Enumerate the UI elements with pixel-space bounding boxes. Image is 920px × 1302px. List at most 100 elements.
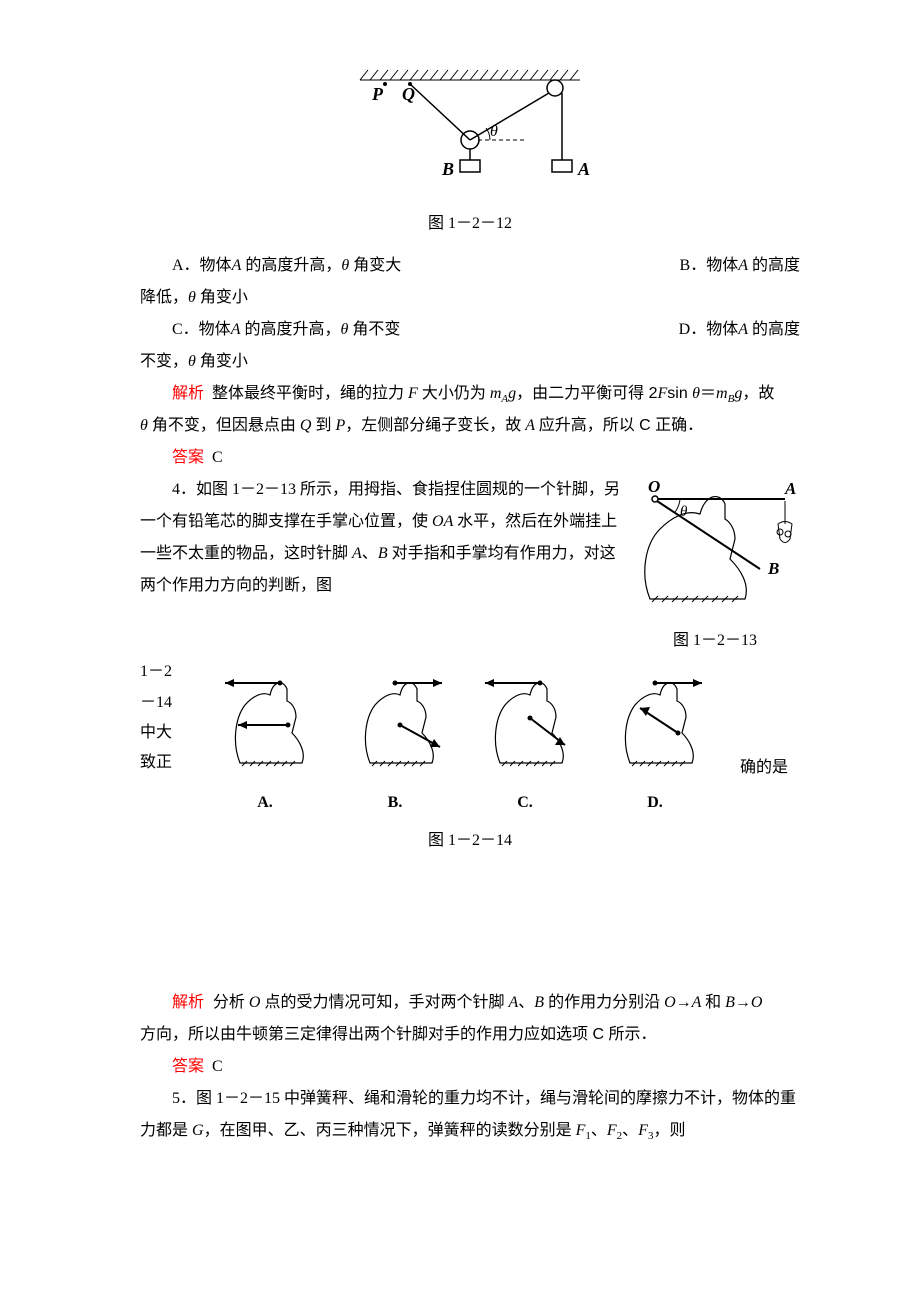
text: 1－2 <box>140 657 180 687</box>
figure-1-2-12: P Q θ B A <box>140 60 800 202</box>
q3-option-a: A．物体A 的高度升高，θ 角变大 <box>172 250 680 282</box>
hand-d-svg <box>600 663 710 773</box>
text: －14 <box>140 688 180 718</box>
text: sin <box>667 385 692 402</box>
text: 角变小 <box>196 289 248 306</box>
figure-1-2-14-caption: 图 1－2－14 <box>140 825 800 857</box>
var-f: F <box>404 385 422 402</box>
analysis-label: 解析 <box>172 994 204 1011</box>
var-a: A <box>521 417 538 434</box>
document-page: P Q θ B A 图 1－2－12 A．物体A 的高度升高，θ 角变大 <box>0 0 920 1302</box>
var-theta: θ <box>188 289 196 306</box>
text: 应升高，所以 C 正确． <box>539 417 703 434</box>
text: C．物体 <box>172 321 231 338</box>
hand-option-c: C. <box>470 663 580 819</box>
text: 角不变 <box>348 321 400 338</box>
text: 确的是 <box>740 753 800 783</box>
text: 降低， <box>140 289 188 306</box>
var-theta: θ <box>140 417 152 434</box>
text: ，故 <box>742 385 774 402</box>
svg-text:θ: θ <box>680 504 688 520</box>
q4-hands-block: 1－2 －14 中大 致正 <box>140 657 800 825</box>
var-m: m <box>716 385 728 402</box>
var-oa: OA <box>428 513 457 530</box>
text: 的高度 <box>748 257 800 274</box>
q3-option-c: C．物体A 的高度升高，θ 角不变 <box>172 314 679 346</box>
q5-stem: 5．图 1－2－15 中弹簧秤、绳和滑轮的重力均不计，绳与滑轮间的摩擦力不计，物… <box>140 1083 800 1147</box>
q3-option-row-1: A．物体A 的高度升高，θ 角变大 B．物体A 的高度 <box>172 250 800 282</box>
text: 点的受力情况可知，手对两个针脚 <box>264 994 504 1011</box>
text: ，在图甲、乙、丙三种情况下，弹簧秤的读数分别是 <box>204 1122 572 1139</box>
text: 和 <box>705 994 721 1011</box>
text: 的高度升高， <box>240 321 340 338</box>
pulley-diagram-svg: P Q θ B A <box>330 60 610 190</box>
hand-d-label: D. <box>600 787 710 819</box>
compass-hand-svg: θ O A B <box>630 474 800 609</box>
q3-option-d-cont: 不变，θ 角变小 <box>140 346 800 378</box>
var-f: F <box>638 1122 648 1139</box>
q4-analysis-line2: 方向，所以由牛顿第三定律得出两个针脚对手的作用力应如选项 C 所示． <box>140 1019 800 1051</box>
text: ＝ <box>700 385 716 402</box>
q3-option-b-cont: 降低，θ 角变小 <box>140 282 800 314</box>
analysis-label: 解析 <box>172 385 204 402</box>
svg-text:B: B <box>767 559 779 578</box>
text: 角变大 <box>349 257 401 274</box>
svg-text:A: A <box>784 479 796 498</box>
hand-a-svg <box>210 663 320 773</box>
var-b: B <box>378 545 392 562</box>
svg-text:P: P <box>371 84 384 104</box>
hand-a-label: A. <box>210 787 320 819</box>
text: 方向，所以由牛顿第三定律得出两个针脚对手的作用力应如选项 C 所示． <box>140 1026 656 1043</box>
var-f: F <box>657 385 667 402</box>
var-g: G <box>188 1122 204 1139</box>
text: 、 <box>622 1122 638 1139</box>
q3-option-row-2: C．物体A 的高度升高，θ 角不变 D．物体A 的高度 <box>172 314 800 346</box>
var-a: A <box>738 321 748 338</box>
text: A．物体 <box>172 257 232 274</box>
answer-text: C <box>212 449 223 466</box>
hand-c-label: C. <box>470 787 580 819</box>
text: 角不变，但因悬点由 <box>152 417 296 434</box>
text: ，左侧部分绳子变长，故 <box>345 417 521 434</box>
text: 的作用力分别沿 <box>548 994 660 1011</box>
var-oa: O→A <box>660 994 705 1011</box>
var-a: A <box>348 545 362 562</box>
hand-option-d: D. <box>600 663 710 819</box>
answer-text: C <box>212 1058 223 1075</box>
var-b: B <box>534 994 548 1011</box>
text: 角变小 <box>196 353 248 370</box>
text: D．物体 <box>679 321 739 338</box>
text: B．物体 <box>680 257 739 274</box>
q3-option-b-start: B．物体A 的高度 <box>680 250 800 282</box>
text: 、 <box>362 545 378 562</box>
svg-text:A: A <box>577 159 590 179</box>
text: ，由二力平衡可得 2 <box>516 385 657 402</box>
text: 、 <box>591 1122 607 1139</box>
hands-options: A. <box>200 663 720 819</box>
figure-1-2-13: θ O A B 图 1－2－13 <box>630 474 800 657</box>
text: 大小仍为 <box>422 385 486 402</box>
q3-analysis-line2: θ 角不变，但因悬点由 Q 到 P，左侧部分绳子变长，故 A 应升高，所以 C … <box>140 410 800 442</box>
q4-right-narrow: 确的是 <box>740 657 800 783</box>
figure-1-2-12-caption: 图 1－2－12 <box>140 208 800 240</box>
var-theta: θ <box>692 385 700 402</box>
q4-answer: 答案 C <box>140 1051 800 1083</box>
text: 的高度 <box>748 321 800 338</box>
text: ，则 <box>653 1122 685 1139</box>
text: 分析 <box>213 994 245 1011</box>
q3-answer: 答案 C <box>140 442 800 474</box>
var-f: F <box>572 1122 586 1139</box>
var-m: m <box>486 385 502 402</box>
hand-b-svg <box>340 663 450 773</box>
q4-analysis: 解析 分析 O 点的受力情况可知，手对两个针脚 A、B 的作用力分别沿 O→A … <box>140 987 800 1019</box>
text: 到 <box>315 417 331 434</box>
figure-1-2-13-caption: 图 1－2－13 <box>630 625 800 657</box>
var-bo: B→O <box>721 994 762 1011</box>
var-a: A <box>505 994 519 1011</box>
q3-option-d-start: D．物体A 的高度 <box>679 314 800 346</box>
var-f: F <box>607 1122 617 1139</box>
answer-label: 答案 <box>172 449 204 466</box>
svg-text:B: B <box>441 159 454 179</box>
text: 整体最终平衡时，绳的拉力 <box>212 385 404 402</box>
text: 不变， <box>140 353 188 370</box>
